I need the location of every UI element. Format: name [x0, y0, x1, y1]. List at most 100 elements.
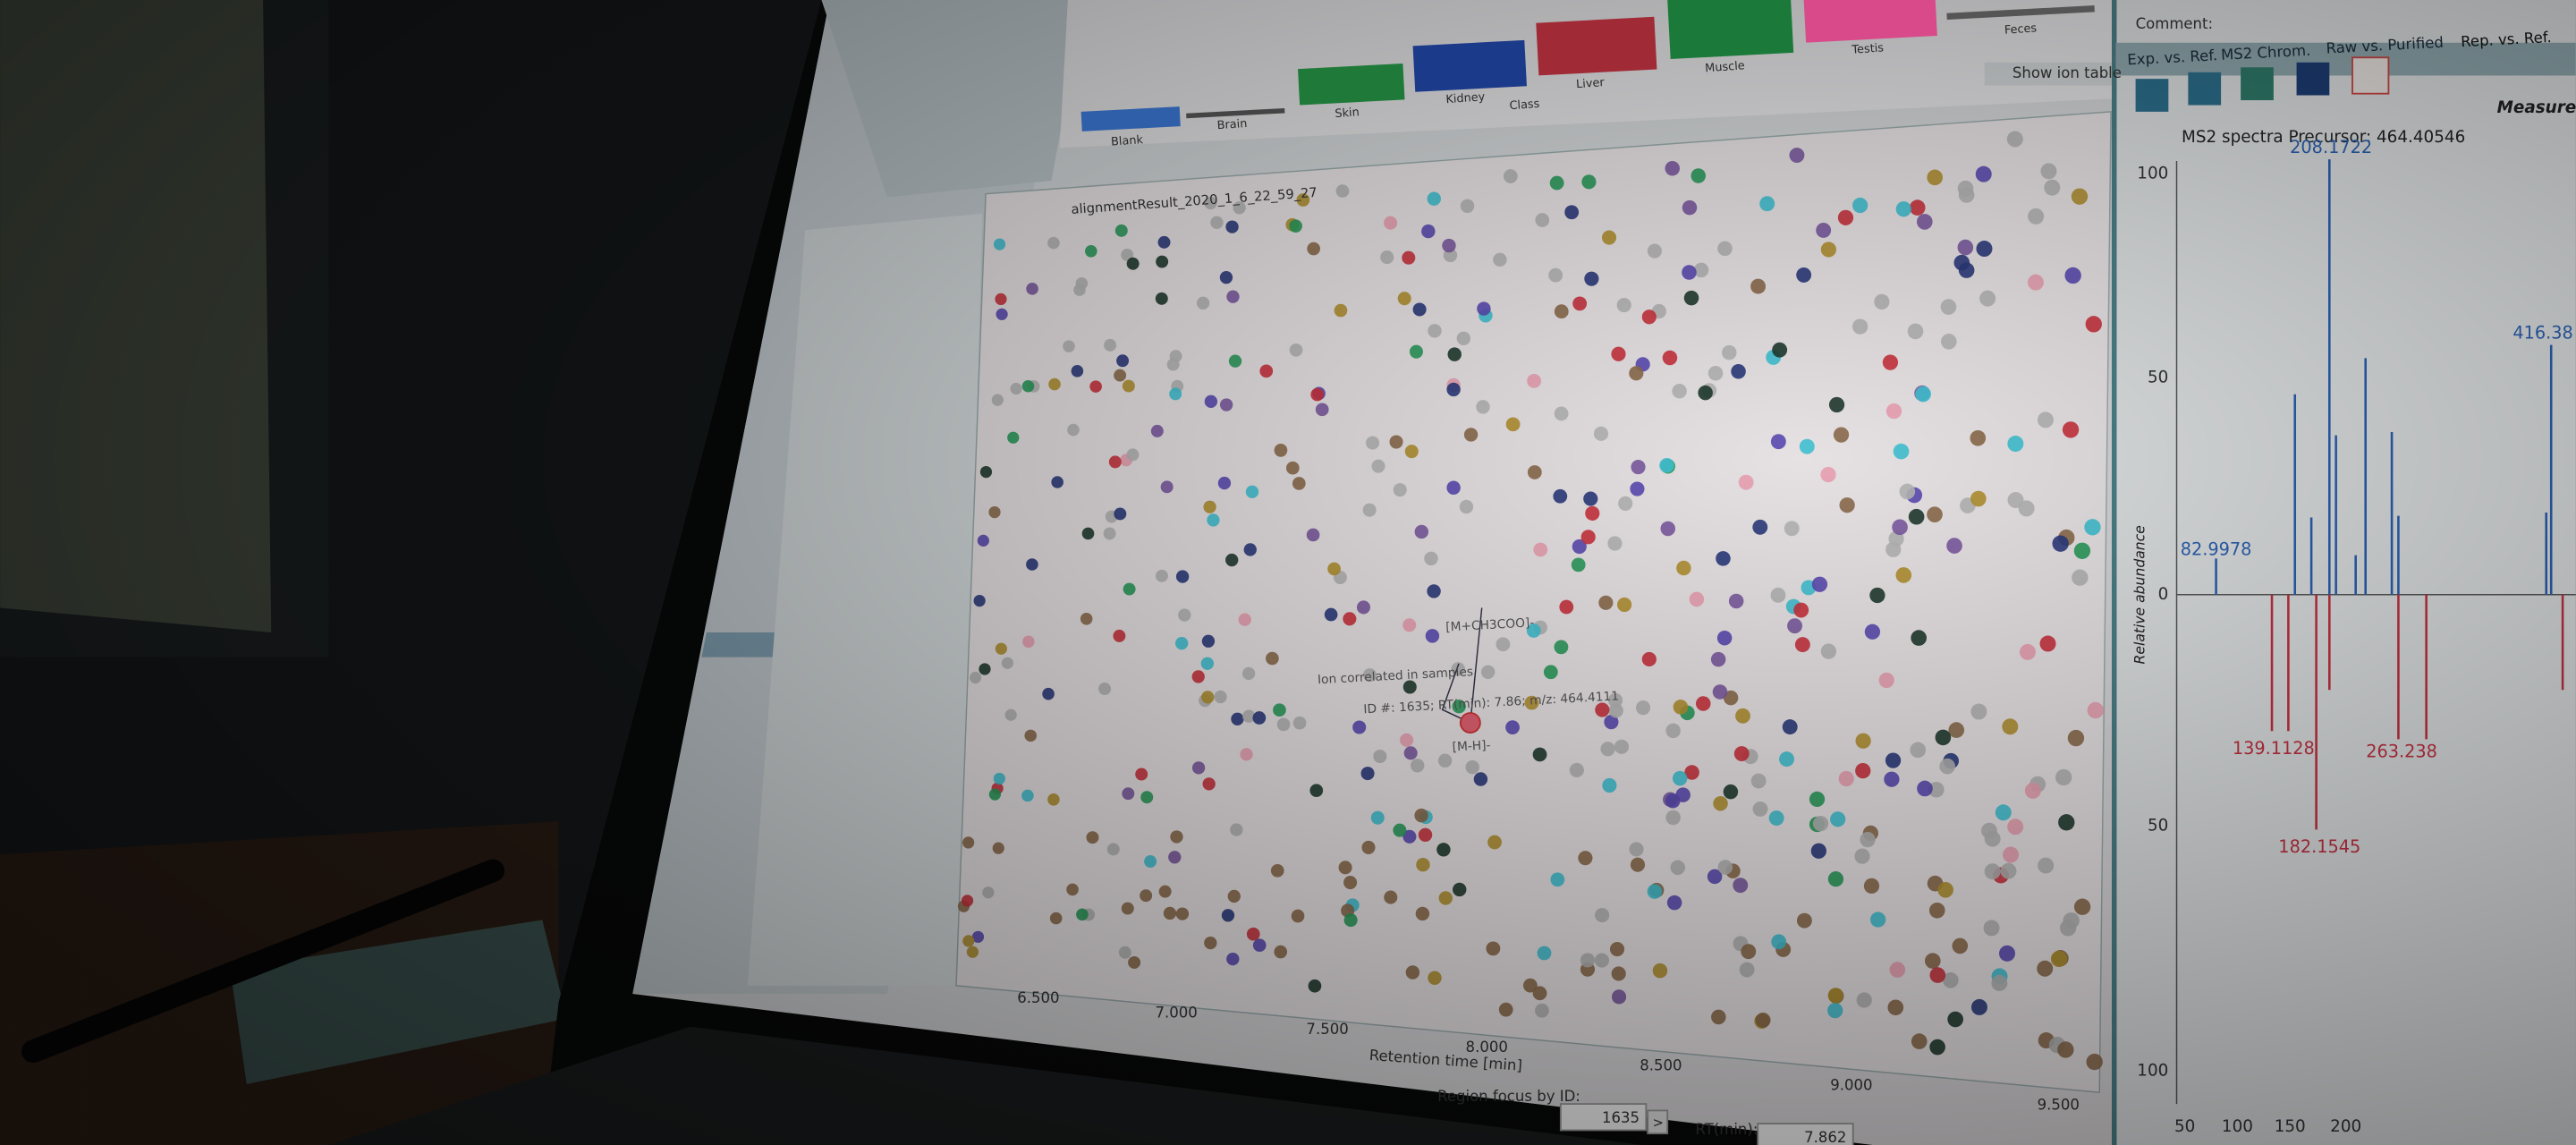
scatter-point[interactable]	[1870, 912, 1886, 928]
scatter-point[interactable]	[1728, 593, 1744, 609]
scatter-point[interactable]	[1629, 842, 1644, 857]
scatter-point[interactable]	[2019, 643, 2036, 660]
scatter-point[interactable]	[1380, 250, 1394, 265]
scatter-point[interactable]	[1830, 811, 1846, 827]
scatter-point[interactable]	[1400, 733, 1414, 747]
scatter-point[interactable]	[1126, 257, 1140, 270]
scatter-point[interactable]	[2067, 729, 2085, 747]
scatter-point[interactable]	[1695, 696, 1711, 711]
scatter-point[interactable]	[1935, 729, 1952, 746]
scatter-point[interactable]	[2039, 635, 2056, 652]
scatter-point[interactable]	[1477, 301, 1491, 316]
scatter-point[interactable]	[1221, 909, 1235, 922]
scatter-point[interactable]	[1144, 855, 1157, 869]
scatter-point[interactable]	[1911, 630, 1928, 646]
scatter-point[interactable]	[1343, 913, 1358, 928]
scatter-point[interactable]	[1713, 795, 1728, 811]
scatter-point[interactable]	[1214, 690, 1227, 704]
scatter-point[interactable]	[2007, 436, 2024, 453]
scatter-point[interactable]	[1334, 303, 1348, 318]
scatter-point[interactable]	[1907, 323, 1924, 340]
scatter-point[interactable]	[1116, 354, 1130, 368]
scatter-point[interactable]	[1459, 499, 1474, 514]
scatter-point[interactable]	[1609, 942, 1625, 957]
scatter-point[interactable]	[1421, 224, 1436, 239]
scatter-point[interactable]	[1021, 379, 1035, 393]
scatter-point[interactable]	[1001, 657, 1013, 669]
scatter-point[interactable]	[2037, 960, 2054, 977]
scatter-point[interactable]	[1393, 483, 1407, 497]
scatter-point[interactable]	[1594, 953, 1610, 968]
show-ion-table-label[interactable]: Show ion table	[2012, 64, 2122, 81]
scatter-point[interactable]	[1370, 810, 1385, 825]
scatter-point[interactable]	[993, 772, 1005, 785]
scatter-point[interactable]	[1564, 205, 1580, 220]
scatter-point[interactable]	[1535, 1003, 1549, 1018]
scatter-point[interactable]	[1203, 500, 1216, 513]
scatter-point[interactable]	[1292, 477, 1306, 490]
scatter-point[interactable]	[1927, 506, 1943, 522]
scatter-point[interactable]	[1799, 438, 1815, 454]
scatter-point[interactable]	[1885, 541, 1902, 557]
scatter-point[interactable]	[1595, 908, 1610, 923]
scatter-point[interactable]	[1428, 971, 1442, 985]
scatter-point[interactable]	[1796, 267, 1812, 283]
scatter-point[interactable]	[1770, 434, 1786, 450]
scatter-point[interactable]	[1854, 848, 1870, 864]
scatter-point[interactable]	[1581, 174, 1597, 190]
scatter-point[interactable]	[1750, 773, 1767, 789]
scatter-point[interactable]	[1276, 717, 1291, 732]
scatter-point[interactable]	[1114, 224, 1128, 237]
scatter-point[interactable]	[1991, 974, 2008, 991]
scatter-point[interactable]	[2024, 782, 2041, 799]
scatter-point[interactable]	[1527, 373, 1541, 388]
scatter-point[interactable]	[1166, 358, 1180, 371]
scatter-point[interactable]	[1338, 861, 1352, 875]
scatter-point[interactable]	[1366, 436, 1380, 450]
scatter-point[interactable]	[1085, 244, 1097, 258]
scatter-point[interactable]	[969, 671, 982, 684]
scatter-point[interactable]	[1453, 882, 1467, 897]
scatter-point[interactable]	[1924, 953, 1941, 969]
scatter-point[interactable]	[1122, 787, 1135, 801]
scatter-point[interactable]	[1580, 530, 1596, 545]
scatter-point[interactable]	[2057, 1041, 2074, 1058]
scatter-point[interactable]	[1887, 999, 1904, 1016]
scatter-point[interactable]	[1946, 538, 1962, 554]
scatter-point[interactable]	[1787, 618, 1802, 634]
scatter-point[interactable]	[1820, 643, 1837, 659]
scatter-point[interactable]	[1414, 808, 1428, 823]
scatter-point[interactable]	[1895, 567, 1912, 583]
scatter-point[interactable]	[1384, 216, 1398, 230]
scatter-point[interactable]	[1771, 934, 1787, 950]
scatter-point[interactable]	[1711, 1009, 1726, 1025]
scatter-point[interactable]	[1047, 793, 1060, 806]
scatter-point[interactable]	[979, 663, 991, 675]
scatter-point[interactable]	[1970, 703, 1987, 720]
scatter-point[interactable]	[1710, 651, 1726, 667]
scatter-point[interactable]	[1782, 719, 1798, 735]
scatter-point[interactable]	[1779, 751, 1794, 768]
scatter-point[interactable]	[1550, 872, 1565, 887]
scatter-point[interactable]	[1424, 551, 1438, 566]
scatter-point[interactable]	[1335, 184, 1350, 198]
scatter-point[interactable]	[1425, 629, 1440, 643]
scatter-point[interactable]	[1641, 651, 1657, 667]
scatter-point[interactable]	[1601, 230, 1617, 245]
scatter-point[interactable]	[1010, 382, 1022, 395]
scatter-point[interactable]	[1952, 937, 1969, 954]
scatter-point[interactable]	[1140, 889, 1153, 903]
scatter-point[interactable]	[1789, 148, 1805, 163]
scatter-point[interactable]	[1617, 597, 1632, 613]
scatter-point[interactable]	[1498, 1002, 1513, 1017]
scatter-point[interactable]	[1114, 507, 1127, 521]
scatter-point[interactable]	[1970, 998, 1987, 1015]
scatter-point[interactable]	[1554, 640, 1569, 655]
scatter-point[interactable]	[1343, 612, 1357, 626]
scatter-point[interactable]	[2028, 208, 2045, 225]
scatter-point[interactable]	[1196, 296, 1210, 310]
scatter-point[interactable]	[1735, 708, 1750, 724]
scatter-point[interactable]	[1201, 634, 1216, 648]
scatter-point[interactable]	[1554, 304, 1569, 319]
scatter-point[interactable]	[1910, 742, 1927, 759]
